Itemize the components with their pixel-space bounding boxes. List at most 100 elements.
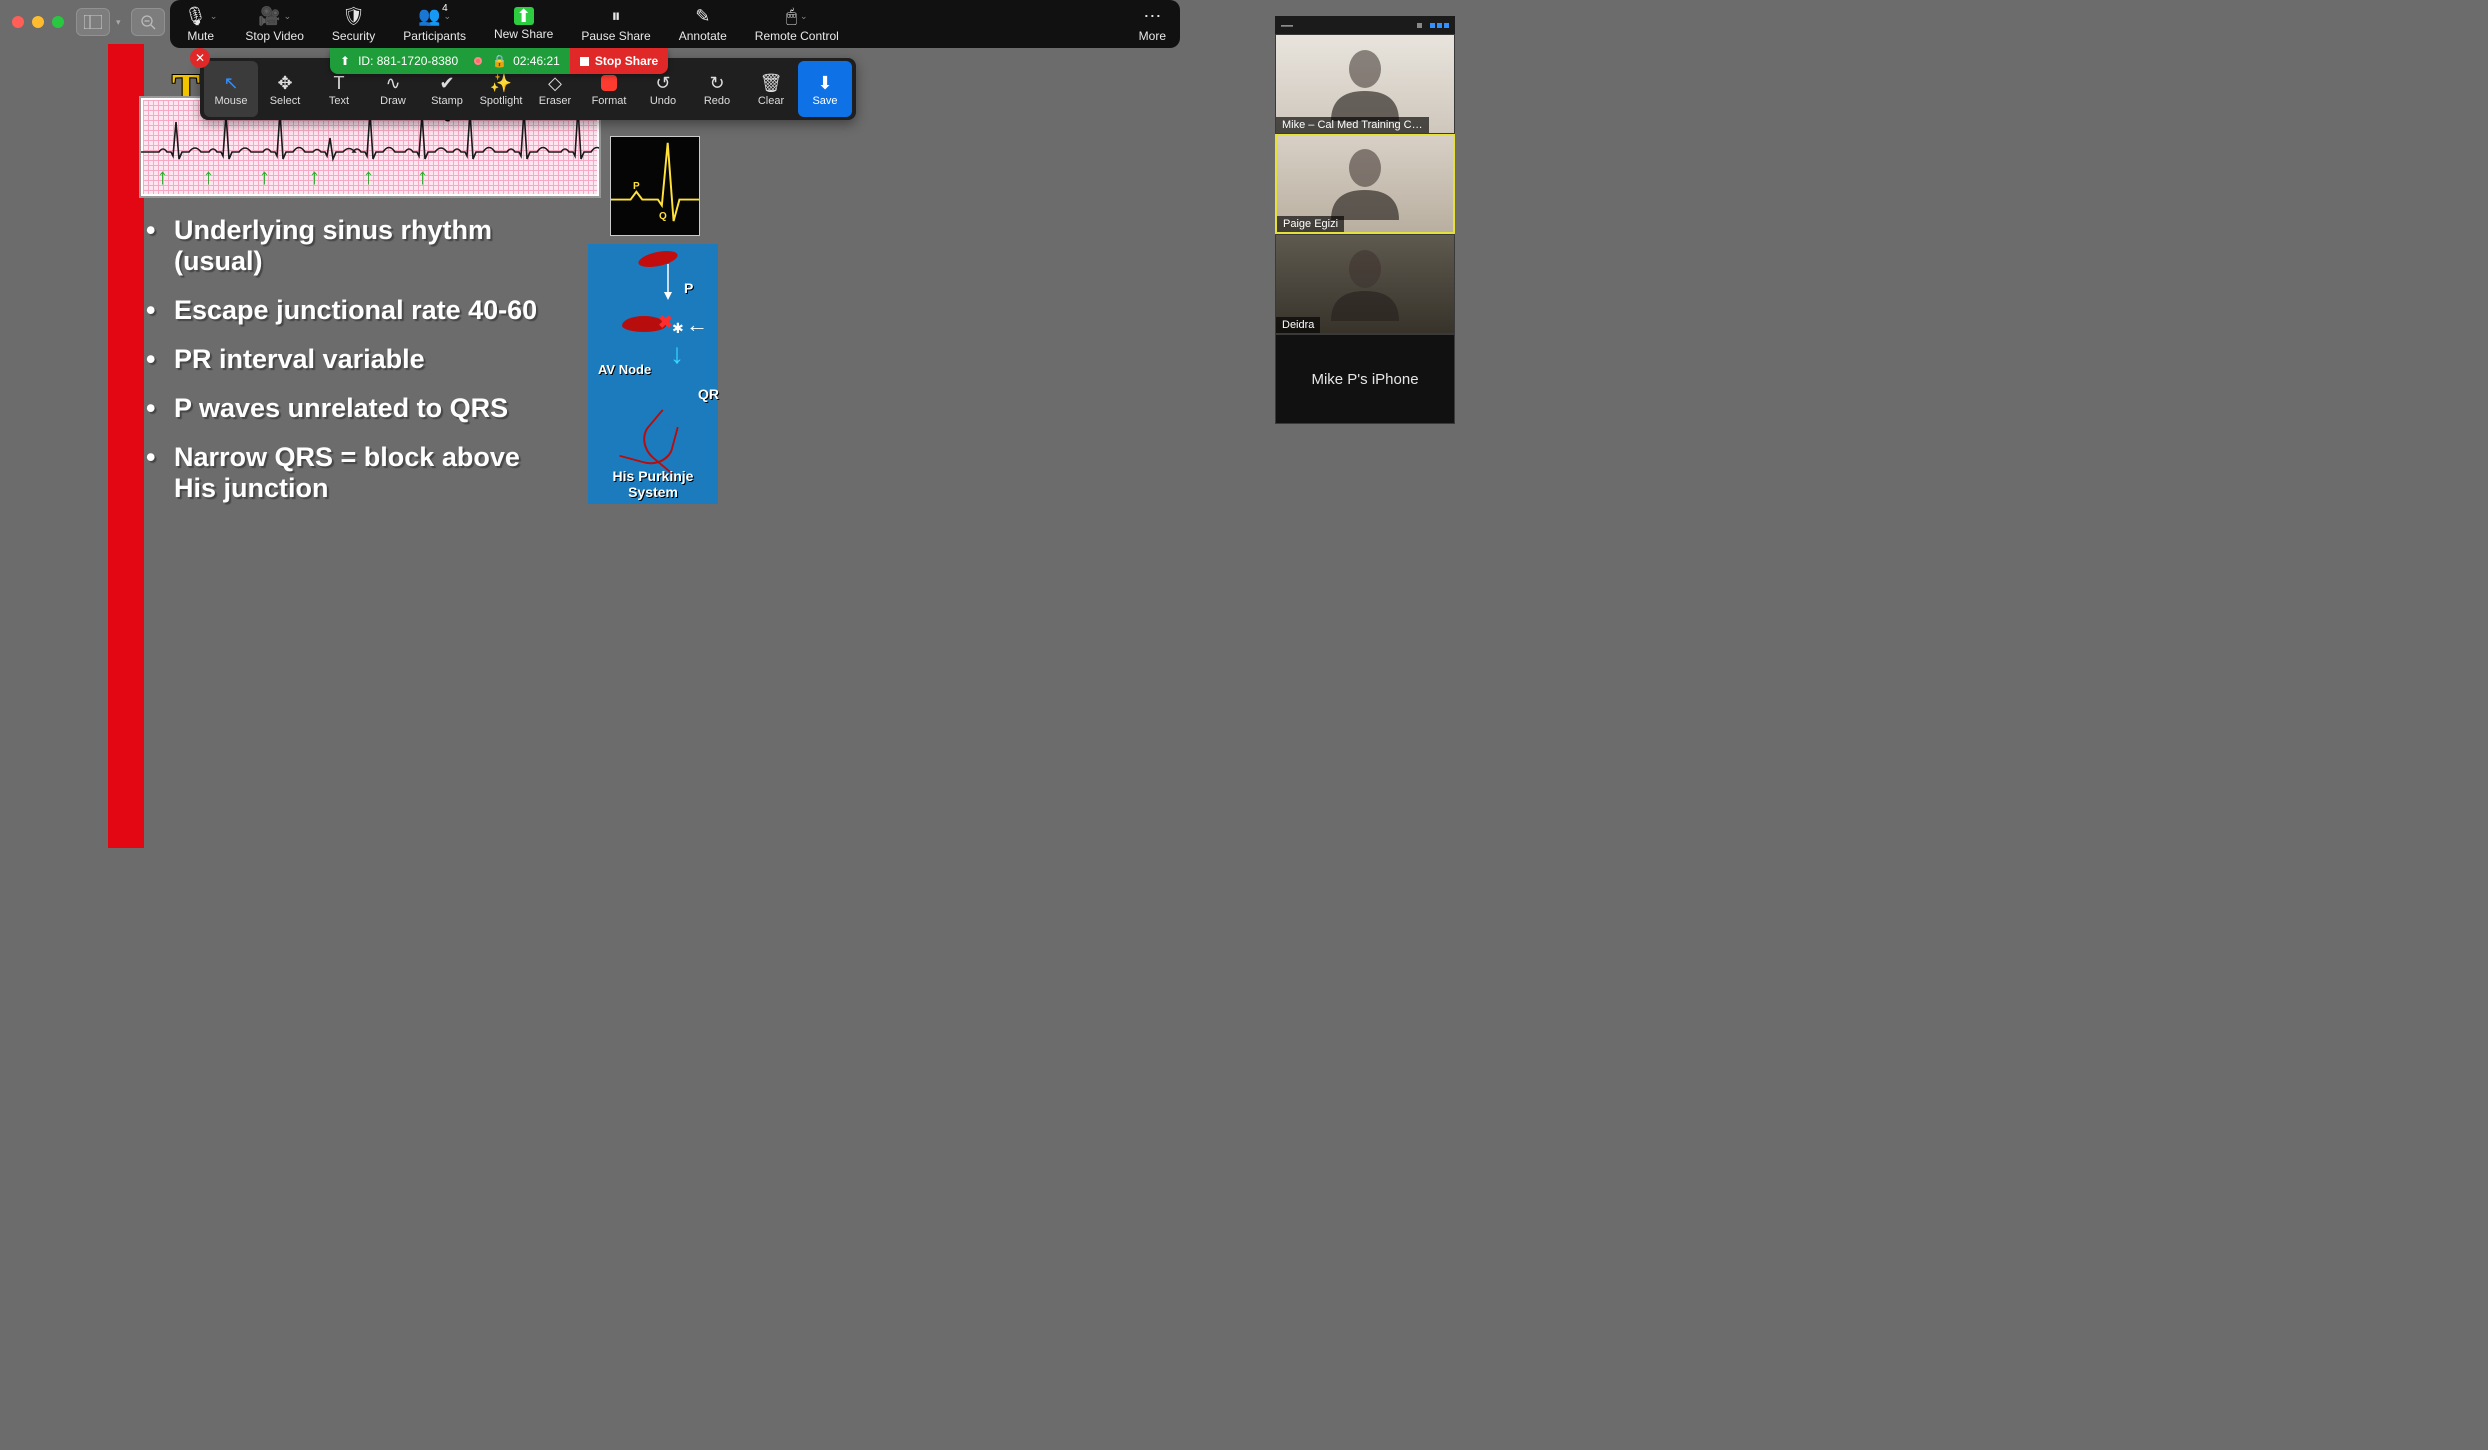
zoom-item-label: Mute — [187, 29, 214, 43]
qrs-arrow-icon: ↓ — [670, 338, 684, 370]
annotate-item-label: Clear — [758, 95, 784, 107]
participant-name-label: Deidra — [1276, 317, 1320, 333]
annotate-item-label: Mouse — [214, 95, 247, 107]
annotate-item-label: Save — [812, 95, 837, 107]
meeting-duration: 02:46:21 — [513, 54, 560, 68]
zoom-item-label: Security — [332, 29, 375, 43]
undo-icon: ↺ — [655, 71, 670, 95]
zoom-stop-video-button[interactable]: 🎥 ⌄ Stop Video — [231, 0, 318, 48]
zoom-participants-button[interactable]: 👥⌄4Participants — [389, 0, 480, 48]
pqrs-trace — [611, 137, 699, 235]
video-gallery-panel[interactable]: — Mike – Cal Med Training C… Paige Egizi D… — [1275, 16, 1455, 424]
annotate-select-button[interactable]: ✥Select — [258, 61, 312, 117]
p-wave-arrow-icon: ↑ — [203, 164, 214, 190]
block-arrow-icon: ← — [686, 312, 708, 338]
share-indicator-icon: ⬆ — [340, 54, 350, 68]
zoom-more-button[interactable]: ⋯ More — [1125, 0, 1180, 48]
conduction-diagram: P ✖ ✱ ← AV Node ↓ QR His Purkinje System — [588, 244, 718, 504]
annotate-mouse-button[interactable]: ↖Mouse — [204, 61, 258, 117]
participants-icon: 👥 — [418, 6, 440, 27]
zoom-item-label: Stop Video — [245, 29, 304, 43]
annotate-item-label: Format — [592, 95, 627, 107]
zoom-new-share-button[interactable]: ⬆ New Share — [480, 0, 567, 48]
annotate-item-label: Eraser — [539, 95, 571, 107]
mute-icon: 🎙 — [184, 6, 207, 27]
his-purkinje-label: His Purkinje System — [588, 468, 718, 500]
annotate-item-label: Stamp — [431, 95, 463, 107]
security-icon: 🛡 — [342, 6, 365, 27]
spotlight-icon: ✨ — [490, 71, 512, 95]
format-icon — [601, 71, 617, 95]
block-x-icon: ✖ — [658, 312, 673, 333]
pqrs-p-label: P — [633, 181, 640, 192]
pqrs-q-label: Q — [659, 211, 667, 222]
stamp-icon: ✔ — [439, 71, 454, 95]
slide-bullet-list: Underlying sinus rhythm (usual)Escape ju… — [146, 215, 566, 522]
participant-tile[interactable]: Mike – Cal Med Training C… — [1275, 34, 1455, 134]
p-arrow — [662, 264, 674, 302]
p-wave-arrow-icon: ↑ — [259, 164, 270, 190]
bullet-item: PR interval variable — [146, 344, 566, 375]
p-wave-arrow-icon: ↑ — [363, 164, 374, 190]
chevron-down-icon[interactable]: ⌄ — [800, 11, 808, 22]
annotate-item-label: Select — [270, 95, 301, 107]
zoom-item-label: Pause Share — [581, 29, 650, 43]
close-icon: ✕ — [195, 51, 205, 65]
stop-share-button[interactable]: Stop Share — [570, 48, 668, 74]
participant-tile[interactable]: Deidra — [1275, 234, 1455, 334]
sidebar-toggle-button[interactable] — [76, 8, 110, 36]
chevron-down-icon[interactable]: ⌄ — [284, 11, 292, 22]
p-wave-label: P — [684, 280, 693, 296]
remote-control-icon: 🖱 — [786, 6, 797, 27]
zoom-item-label: Participants — [403, 29, 466, 43]
zoom-security-button[interactable]: 🛡 Security — [318, 0, 389, 48]
maximize-window-button[interactable] — [52, 16, 64, 28]
annotate-item-label: Redo — [704, 95, 730, 107]
stop-icon — [580, 57, 589, 66]
close-annotate-button[interactable]: ✕ — [190, 48, 210, 68]
new-share-icon: ⬆ — [514, 7, 534, 25]
participant-blank-label: Mike P's iPhone — [1276, 335, 1454, 423]
participants-count-badge: 4 — [442, 3, 448, 14]
annotate-redo-button[interactable]: ↻Redo — [690, 61, 744, 117]
annotate-item-label: Spotlight — [480, 95, 523, 107]
annotate-clear-button[interactable]: 🗑Clear — [744, 61, 798, 117]
annotate-save-button[interactable]: ⬇Save — [798, 61, 852, 117]
zoom-out-button[interactable] — [131, 8, 165, 36]
redo-icon: ↻ — [709, 71, 724, 95]
annotate-icon: ✎ — [695, 6, 710, 27]
text-icon: T — [334, 71, 345, 95]
p-wave-arrow-icon: ↑ — [417, 164, 428, 190]
bullet-item: Underlying sinus rhythm (usual) — [146, 215, 566, 277]
zoom-meeting-toolbar: 🎙⌄Mute🎥⌄Stop Video🛡Security👥⌄4Participan… — [170, 0, 1180, 48]
gallery-single-view-button[interactable] — [1417, 23, 1422, 28]
meeting-id: ID: 881-1720-8380 — [358, 54, 458, 68]
stop-video-icon: 🎥 — [258, 6, 280, 27]
chevron-down-icon[interactable]: ⌄ — [210, 11, 218, 22]
p-wave-arrow-icon: ↑ — [157, 164, 168, 190]
zoom-item-label: More — [1139, 29, 1166, 43]
participant-name-label: Mike – Cal Med Training C… — [1276, 117, 1429, 133]
gallery-grid-view-button[interactable] — [1430, 23, 1449, 28]
gallery-minimize-button[interactable]: — — [1281, 18, 1293, 32]
zoom-mute-button[interactable]: 🎙⌄ Mute — [170, 0, 231, 48]
save-icon: ⬇ — [817, 71, 832, 95]
recording-indicator-icon — [474, 57, 482, 65]
sidebar-icon — [84, 15, 102, 29]
minimize-window-button[interactable] — [32, 16, 44, 28]
pause-share-icon: ⏸ — [612, 6, 621, 27]
share-info-segment: ⬆ ID: 881-1720-8380 🔒 02:46:21 — [330, 48, 570, 74]
zoom-pause-share-button[interactable]: ⏸ Pause Share — [567, 0, 664, 48]
close-window-button[interactable] — [12, 16, 24, 28]
participant-tile[interactable]: Paige Egizi — [1275, 134, 1455, 234]
participant-tile-blank[interactable]: Mike P's iPhone — [1275, 334, 1455, 424]
zoom-remote-control-button[interactable]: 🖱⌄Remote Control — [741, 0, 853, 48]
more-icon: ⋯ — [1143, 6, 1161, 27]
select-icon: ✥ — [277, 71, 292, 95]
zoom-annotate-button[interactable]: ✎Annotate — [665, 0, 741, 48]
lock-icon: 🔒 — [492, 54, 507, 68]
annotate-item-label: Text — [329, 95, 349, 107]
zoom-item-label: New Share — [494, 27, 553, 41]
participant-name-label: Paige Egizi — [1277, 216, 1344, 232]
magnify-minus-icon — [140, 14, 156, 30]
